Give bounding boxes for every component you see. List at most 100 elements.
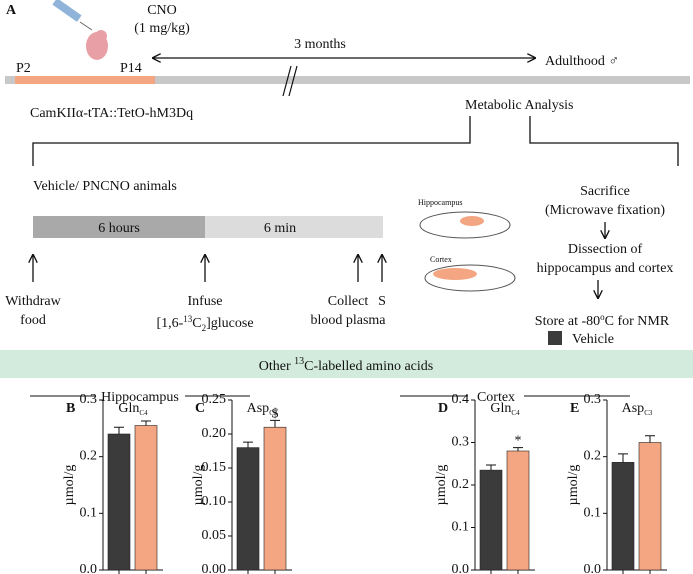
timeline <box>5 76 690 84</box>
y-tick-label: 0.2 <box>80 449 98 464</box>
step: Sacrifice <box>580 184 630 199</box>
y-axis-label: µmol/g <box>434 465 449 506</box>
brain-label: Cortex <box>430 255 452 264</box>
start: P2 <box>16 61 31 76</box>
step: food <box>20 313 46 328</box>
panel-label: C <box>195 401 205 416</box>
legend-label: Vehicle <box>572 332 614 347</box>
step-arrows <box>33 255 382 282</box>
bar <box>107 433 131 571</box>
step: S <box>378 294 386 309</box>
t: C4 <box>139 409 148 417</box>
y-tick-label: 0.0 <box>584 562 602 574</box>
t: C-labelled amino acids <box>304 359 433 374</box>
glucose: [1,6-13C2]glucose <box>156 314 253 333</box>
error-bar <box>486 464 496 471</box>
chart-title: GlnC4 <box>118 401 148 417</box>
group-bg <box>95 386 185 406</box>
t: C <box>192 316 201 331</box>
group-bg <box>468 386 524 406</box>
y-tick-label: 0.3 <box>80 392 98 407</box>
brain-label: Hippocampus <box>418 198 462 207</box>
bar <box>134 425 158 571</box>
error-bar <box>618 453 628 463</box>
step: Collect <box>328 294 369 309</box>
y-tick-label: 0.05 <box>202 528 227 543</box>
break <box>282 65 298 97</box>
t: Gln <box>118 401 139 416</box>
y-tick-label: 0.20 <box>202 426 227 441</box>
panel-label: D <box>438 401 448 416</box>
y-axis-label: µmol/g <box>191 465 206 506</box>
treatment-window <box>15 76 155 84</box>
error-bar <box>645 435 655 443</box>
t: C for NMR <box>605 314 670 329</box>
t: C3 <box>269 409 278 417</box>
duration: 3 months <box>294 37 346 52</box>
y-tick-label: 0.1 <box>584 505 602 520</box>
chart-title: AspC3 <box>622 401 653 417</box>
y-tick-label: 0.15 <box>202 460 227 475</box>
bar <box>236 447 260 571</box>
group: Hippocampus <box>101 390 179 405</box>
injection-icon <box>52 0 108 60</box>
step: Infuse <box>188 294 223 309</box>
metabolic-analysis: Metabolic Analysis <box>465 98 574 113</box>
y-tick-label: 0.00 <box>202 562 227 574</box>
group: Cortex <box>477 390 515 405</box>
phase-bar <box>33 216 205 238</box>
y-tick-label: 0.2 <box>584 449 602 464</box>
adulthood: Adulthood ♂ <box>545 54 619 69</box>
y-axis-label: µmol/g <box>566 465 581 506</box>
dose: (1 mg/kg) <box>134 21 190 36</box>
error-bar <box>270 419 280 428</box>
legend-swatch <box>548 331 562 345</box>
t: 2 <box>202 323 207 333</box>
bar <box>479 469 503 571</box>
brain-icons: Hippocampus Cortex <box>418 198 516 292</box>
bar <box>263 426 287 571</box>
y-tick-label: 0.10 <box>202 494 227 509</box>
y-tick-label: 0.3 <box>452 435 470 450</box>
step: hippocampus and cortex <box>537 261 674 276</box>
bar <box>611 462 635 571</box>
step: Withdraw <box>5 294 61 309</box>
t: C3 <box>644 409 653 417</box>
y-axis-label: µmol/g <box>62 465 77 506</box>
significance: * <box>515 434 522 449</box>
panel-label: B <box>66 401 75 416</box>
phase: 6 min <box>264 221 296 236</box>
t: Other <box>259 359 294 374</box>
step: Dissection of <box>568 242 643 257</box>
t: 13 <box>294 356 304 367</box>
phase: 6 hours <box>98 221 140 236</box>
y-tick-label: 0.1 <box>80 505 98 520</box>
error-bar <box>243 441 253 448</box>
panel-label: E <box>570 401 579 416</box>
y-tick-label: 0.0 <box>80 562 98 574</box>
error-bar <box>141 420 151 426</box>
t: Asp <box>622 401 645 416</box>
y-tick-label: 0.25 <box>202 392 227 407</box>
t: Store at -80 <box>535 314 600 329</box>
banner <box>0 350 693 378</box>
phase-bar <box>205 216 383 238</box>
t: ]glucose <box>206 316 253 331</box>
y-tick-label: 0.4 <box>452 392 470 407</box>
bar <box>506 450 530 571</box>
error-bar <box>513 447 523 451</box>
step: blood plasma <box>310 313 386 328</box>
y-tick-label: 0.0 <box>452 562 470 574</box>
y-tick-label: 0.2 <box>452 477 470 492</box>
t: o <box>600 312 605 322</box>
chart-title: GlnC4 <box>490 401 520 417</box>
bracket <box>32 116 679 166</box>
drug: CNO <box>147 3 177 18</box>
error-bar <box>114 426 124 434</box>
panel-label: A <box>6 3 17 18</box>
significance: $ <box>272 406 279 421</box>
step: (Microwave fixation) <box>545 203 665 218</box>
animals: Vehicle/ PNCNO animals <box>33 179 177 194</box>
